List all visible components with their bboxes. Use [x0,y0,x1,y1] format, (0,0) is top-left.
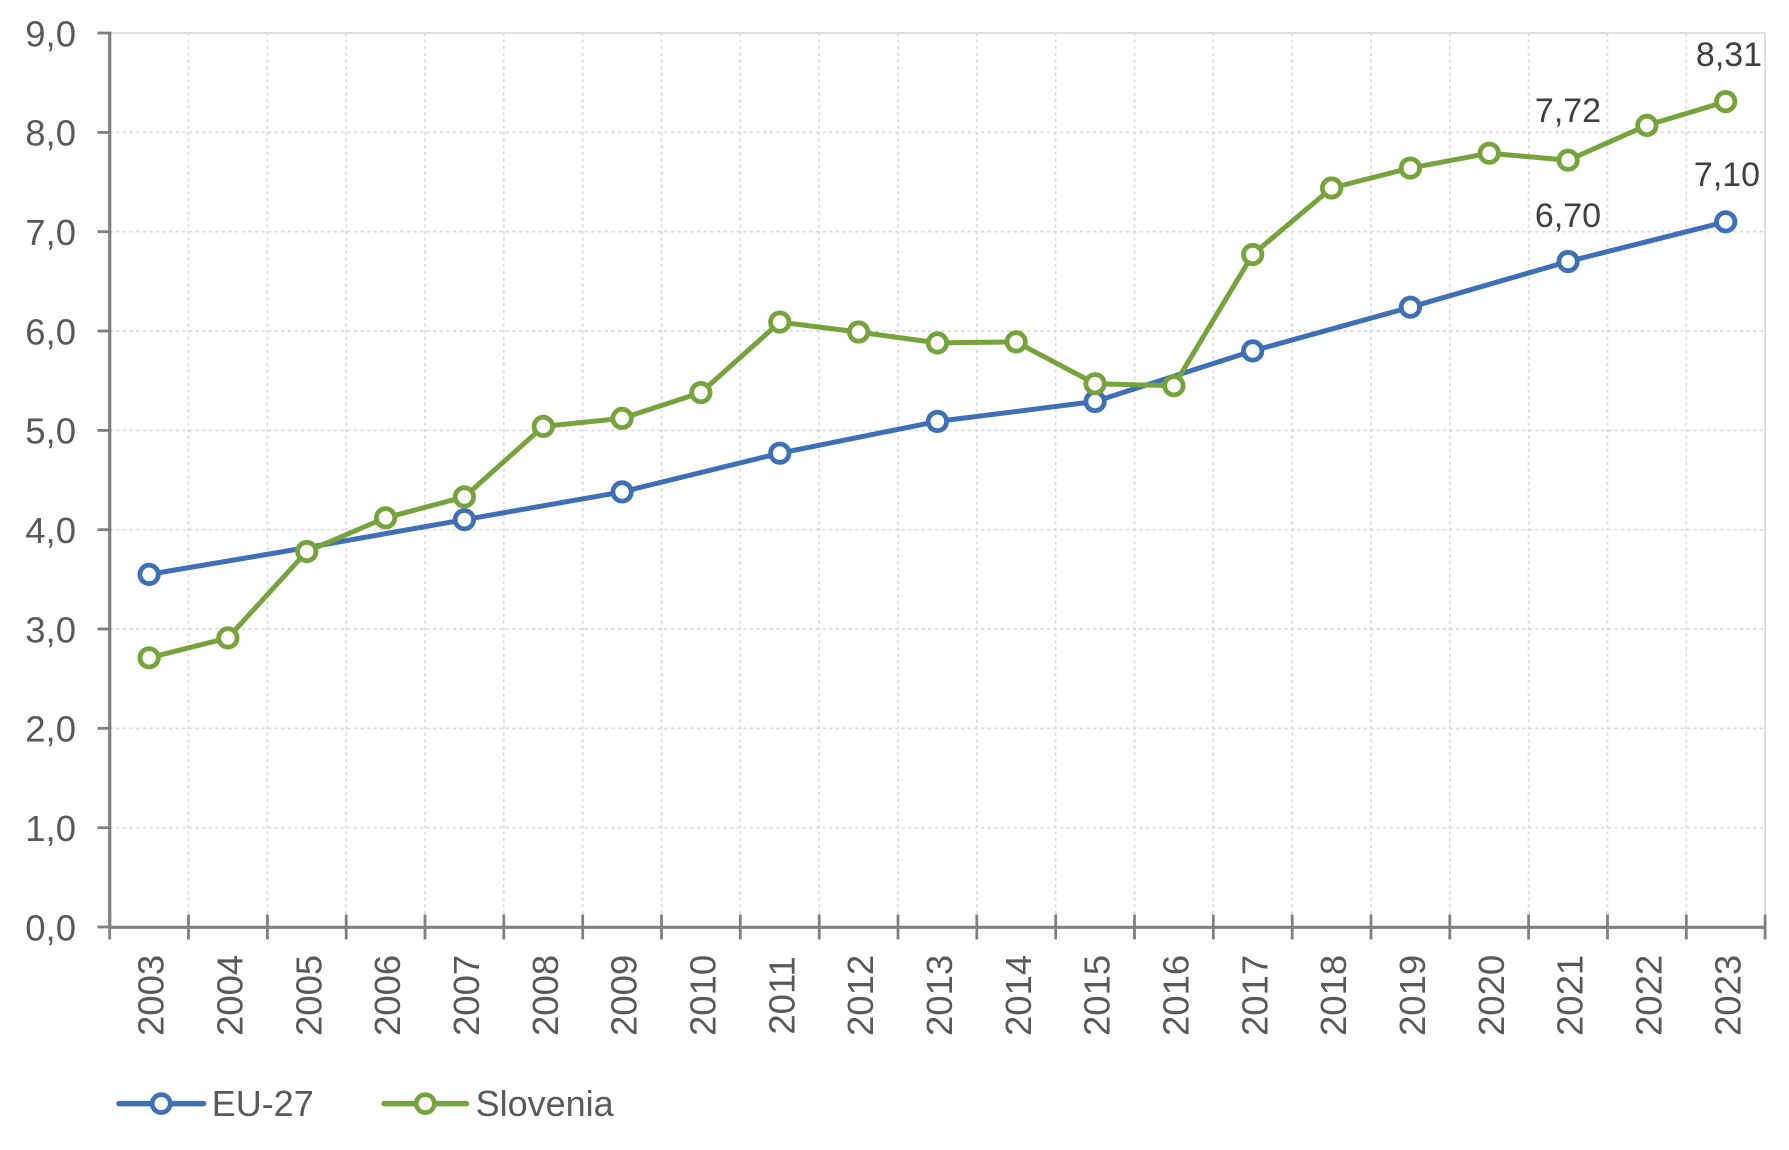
svg-text:2004: 2004 [210,955,251,1036]
svg-text:2005: 2005 [288,955,329,1036]
svg-text:2011: 2011 [761,956,802,1035]
svg-text:6,0: 6,0 [25,311,76,352]
svg-text:EU-27: EU-27 [212,1083,314,1124]
svg-text:2,0: 2,0 [25,709,76,750]
svg-text:2006: 2006 [367,955,408,1036]
svg-text:2009: 2009 [604,955,645,1036]
svg-text:2003: 2003 [131,955,172,1036]
svg-text:Slovenia: Slovenia [476,1083,615,1124]
svg-text:3,0: 3,0 [25,609,76,650]
svg-text:2010: 2010 [683,955,724,1036]
svg-text:2015: 2015 [1077,955,1118,1036]
svg-text:7,10: 7,10 [1694,156,1760,194]
svg-text:7,72: 7,72 [1535,92,1601,130]
svg-text:6,70: 6,70 [1535,197,1601,235]
svg-text:2018: 2018 [1313,955,1354,1036]
svg-text:2020: 2020 [1471,955,1512,1036]
svg-text:2021: 2021 [1550,955,1591,1036]
svg-text:2023: 2023 [1707,955,1748,1036]
svg-text:2013: 2013 [919,955,960,1036]
svg-text:7,0: 7,0 [25,212,76,253]
svg-text:2016: 2016 [1156,955,1197,1036]
svg-text:5,0: 5,0 [25,411,76,452]
svg-text:8,31: 8,31 [1696,36,1762,74]
svg-text:2012: 2012 [840,955,881,1036]
svg-text:4,0: 4,0 [25,510,76,551]
svg-text:2022: 2022 [1629,955,1670,1036]
svg-text:2019: 2019 [1392,955,1433,1036]
svg-text:2008: 2008 [525,955,566,1036]
svg-text:8,0: 8,0 [25,113,76,154]
svg-text:0,0: 0,0 [25,907,76,948]
svg-text:1,0: 1,0 [25,808,76,849]
svg-text:9,0: 9,0 [25,13,76,54]
svg-text:2014: 2014 [998,955,1039,1036]
svg-text:2007: 2007 [446,955,487,1036]
svg-text:2017: 2017 [1234,955,1275,1036]
